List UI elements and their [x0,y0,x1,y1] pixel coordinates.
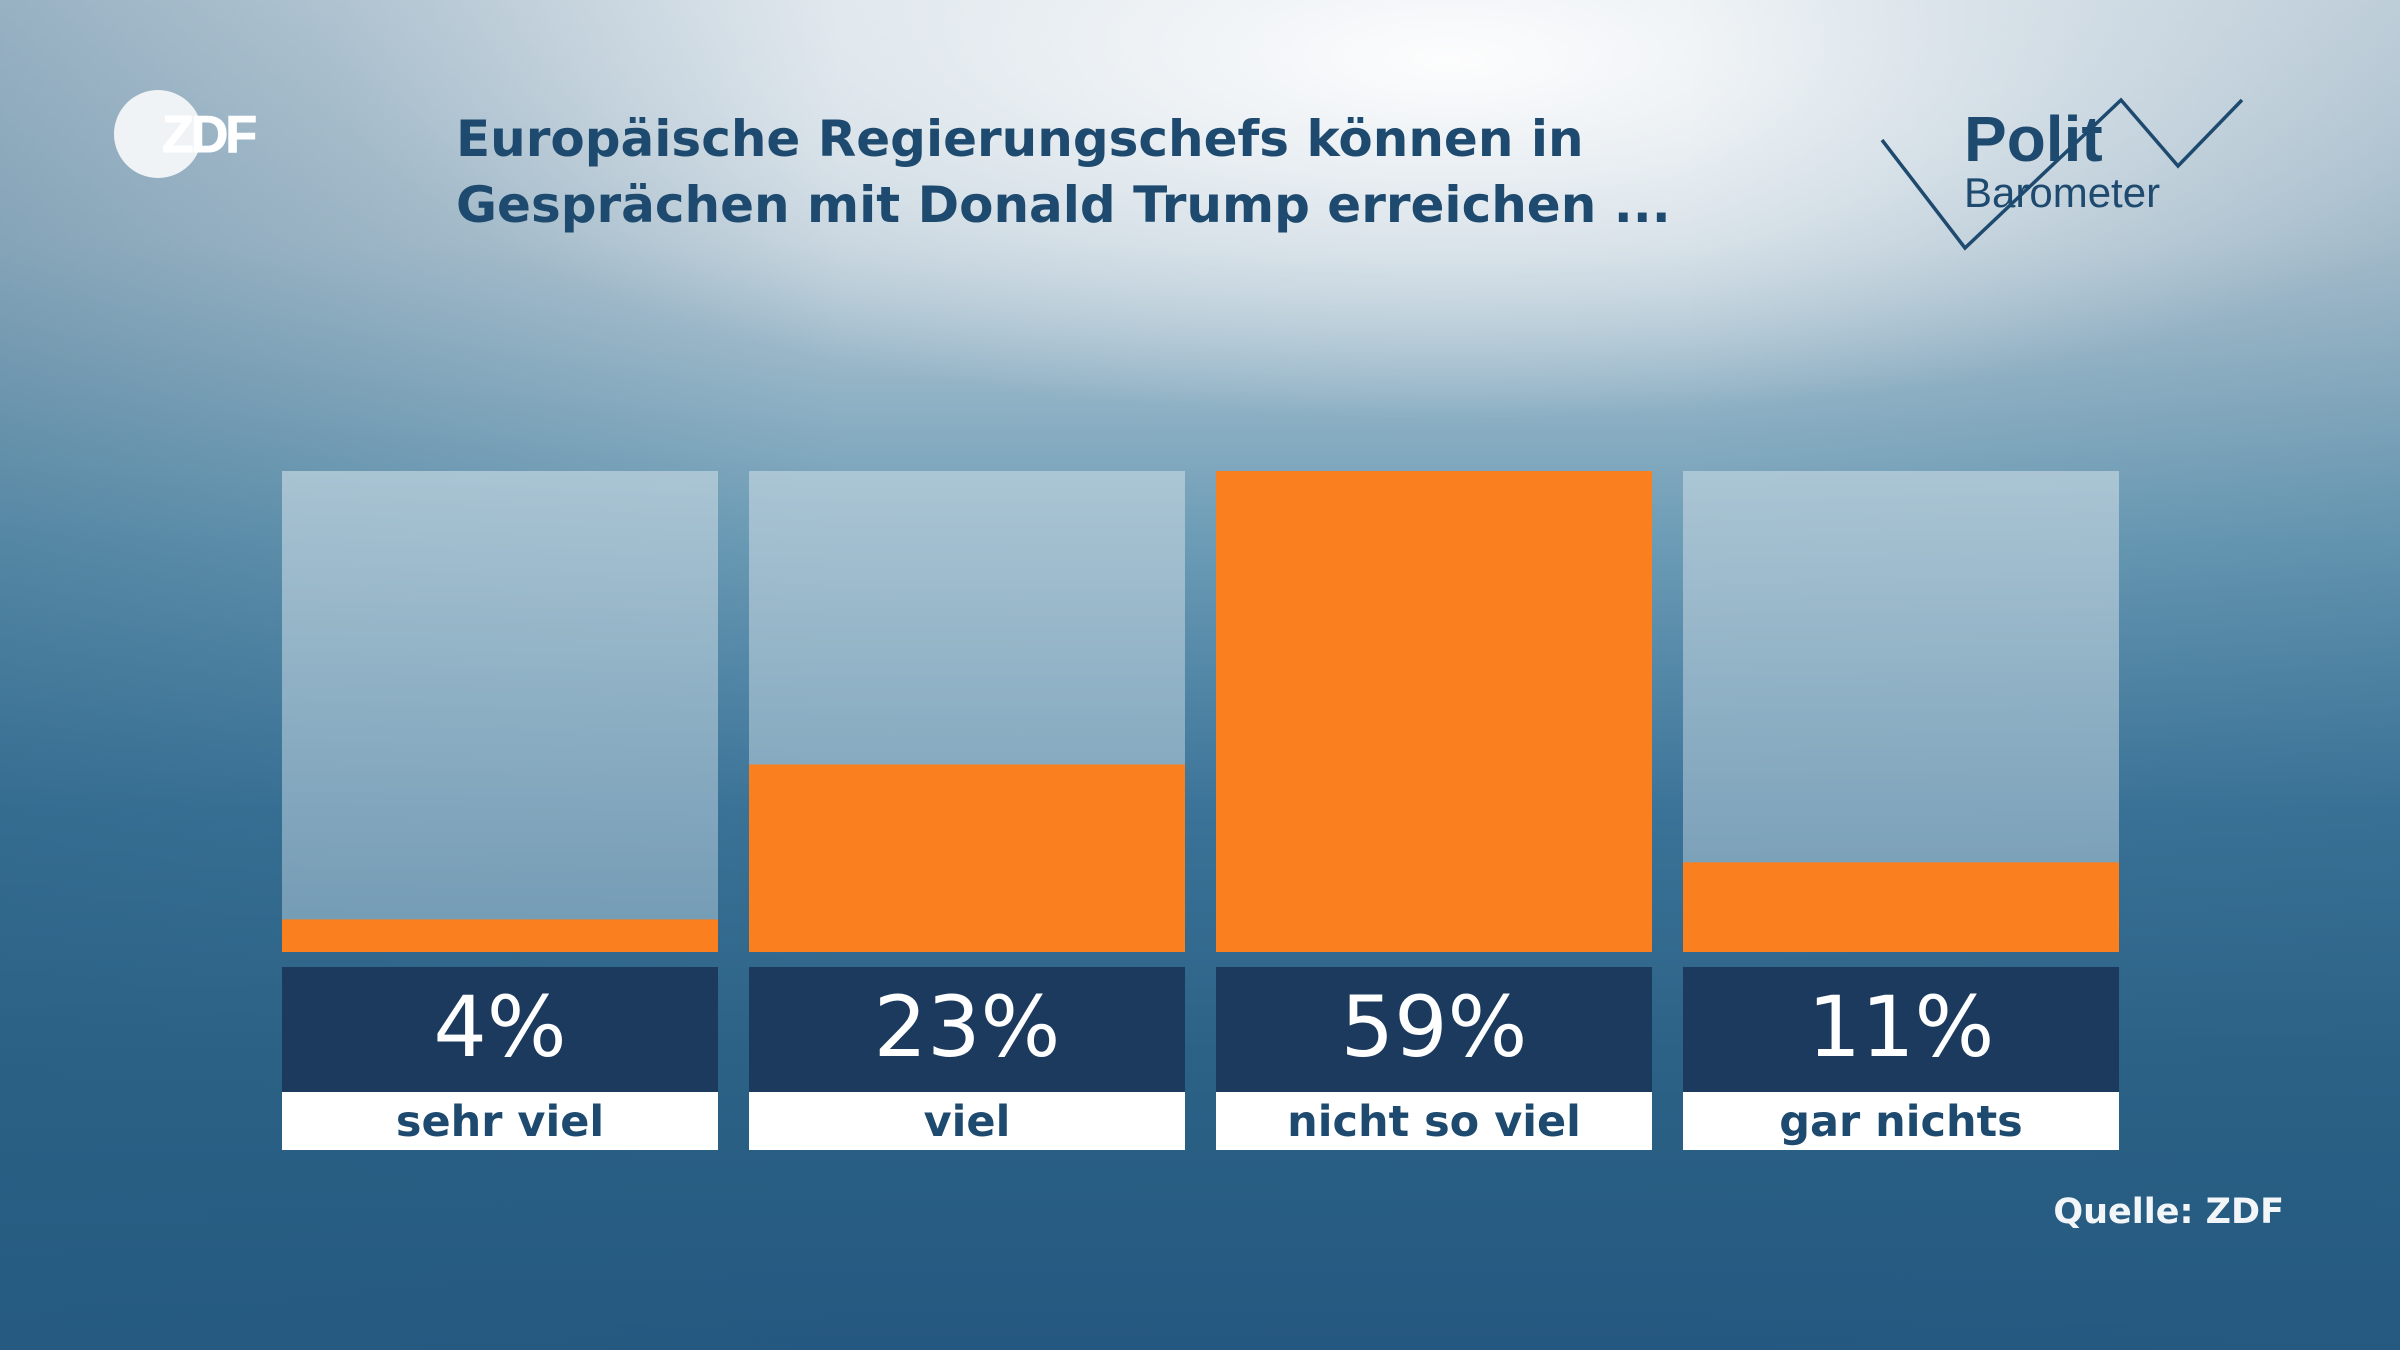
value-box [1216,967,1652,1092]
data-label: 4% [433,978,566,1076]
chart-title-line-1: Europäische Regierungschefs können in [456,110,1584,168]
category-label-box [749,1092,1185,1150]
bar [1683,862,2119,952]
bar [749,764,1185,952]
bar [282,919,718,952]
zdf-logo-text: ZDF [162,106,255,164]
bar [1216,471,1652,952]
politbarometer-logo-line-1: Polit [1964,103,2103,175]
data-label: 11% [1808,978,1995,1076]
chart-title-line-2: Gesprächen mit Donald Trump erreichen ..… [456,176,1671,234]
category-label-box [1216,1092,1652,1150]
politbarometer-logo-line-2: Barometer [1964,169,2161,216]
value-box [282,967,718,1092]
category-label: sehr viel [396,1097,604,1147]
category-label-box [1683,1092,2119,1150]
bar-track [282,471,718,952]
category-label: gar nichts [1779,1097,2023,1147]
data-label: 59% [1341,978,1528,1076]
chart-title: Europäische Regierungschefs können in Ge… [456,106,1756,238]
source-note: Quelle: ZDF [2053,1192,2284,1232]
category-label-box [282,1092,718,1150]
value-box [749,967,1185,1092]
category-label: nicht so viel [1287,1097,1581,1147]
politbarometer-logo-graphic [1880,97,2244,251]
data-label: 23% [874,978,1061,1076]
category-label: viel [924,1097,1011,1147]
bars-layer: 4% sehr viel 23% viel 59% nicht so viel 11% gar… [282,471,2119,1150]
value-box [1683,967,2119,1092]
zdf-logo: ZDF [114,90,259,178]
